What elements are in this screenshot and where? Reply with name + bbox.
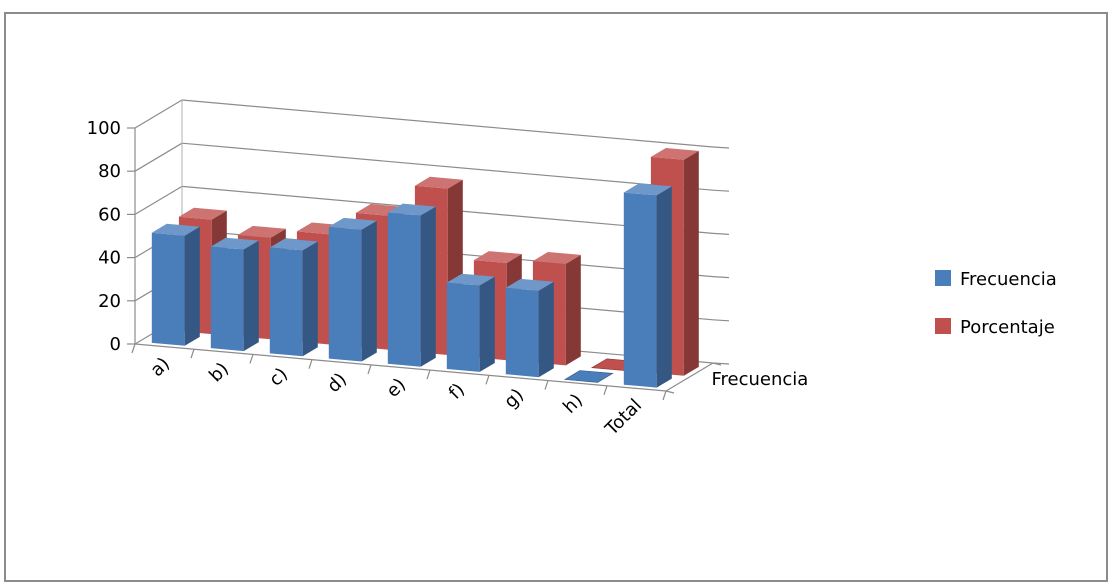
x-tick-mark: [249, 354, 254, 364]
bar: [328, 217, 377, 362]
x-tick-label: a): [146, 353, 174, 381]
x-tick-label: f): [445, 379, 469, 403]
depth-axis-line: [665, 362, 714, 392]
x-tick-label: e): [382, 374, 410, 402]
x-tick-mark: [662, 390, 667, 401]
bar-side: [538, 281, 554, 378]
bar-front: [151, 232, 185, 346]
depth-tick-mark: [712, 362, 722, 366]
right-tick-mark: [712, 319, 730, 322]
depth-axis: Frecuencia: [665, 362, 809, 394]
bar: [151, 223, 200, 346]
y-tick-label: 40: [98, 248, 121, 269]
bar-top: [151, 223, 200, 236]
x-tick-label: h): [559, 390, 587, 418]
bar-side: [243, 240, 259, 352]
y-axis-ticks: 0 20 40 60 80 100: [87, 118, 135, 355]
bar-side: [565, 254, 581, 366]
side-gridline: [134, 185, 183, 215]
depth-tick-mark: [665, 390, 675, 394]
bar: [446, 273, 495, 372]
x-axis-line: [134, 343, 667, 392]
x-tick-mark: [131, 343, 136, 354]
bar: [623, 183, 672, 388]
legend: Frecuencia Porcentaje: [935, 269, 1057, 338]
bar-side: [184, 226, 200, 346]
x-tick-mark: [485, 375, 490, 385]
right-tick-mark: [712, 189, 730, 192]
bar: [269, 238, 318, 357]
bar: [563, 370, 614, 383]
bar-top: [328, 217, 377, 230]
bar-top: [650, 148, 699, 160]
x-tick-mark: [544, 380, 549, 390]
bar-top: [269, 238, 318, 251]
x-tick-label: b): [205, 359, 233, 387]
bar-top: [505, 278, 554, 291]
bar-side: [420, 206, 436, 367]
right-tick-mark: [712, 276, 730, 279]
x-tick-label: g): [500, 385, 528, 413]
bar-front: [210, 246, 244, 352]
x-tick-mark: [367, 364, 372, 375]
bar: [387, 203, 436, 367]
bar-top: [178, 207, 227, 220]
legend-swatch: [935, 270, 951, 286]
bar-side: [302, 241, 318, 357]
bar-top: [623, 183, 672, 196]
side-gridline: [134, 99, 183, 129]
y-tick-label: 80: [98, 161, 121, 182]
x-tick-label: d): [323, 369, 351, 397]
x-tick-mark: [308, 359, 313, 369]
x-tick-mark: [426, 369, 431, 380]
bar-front: [623, 192, 657, 388]
right-tick-mark: [712, 232, 730, 235]
bar-front: [269, 247, 303, 357]
bar-top: [387, 203, 436, 216]
depth-axis-label: Frecuencia: [712, 369, 809, 390]
x-tick-mark: [603, 385, 608, 395]
bar: [505, 278, 554, 378]
bar-top: [414, 176, 463, 189]
legend-label: Frecuencia: [960, 269, 1057, 290]
bar-top: [210, 237, 259, 250]
y-tick-label: 100: [87, 118, 121, 139]
right-tick-mark: [712, 146, 730, 149]
bar-side: [683, 150, 699, 376]
bar-top: [532, 252, 581, 264]
bar-front: [328, 226, 362, 362]
gridline: [181, 142, 714, 191]
gridline: [181, 99, 714, 148]
x-tick-label: Total: [601, 395, 646, 440]
bar-front: [387, 212, 421, 367]
bar-top: [237, 225, 286, 238]
x-tick-label: c): [265, 364, 292, 391]
bar-top: [563, 370, 614, 383]
bar-side: [656, 186, 672, 388]
bar-top: [446, 273, 495, 286]
bar-front: [446, 282, 480, 372]
y-tick-label: 20: [98, 291, 121, 312]
legend-swatch: [935, 318, 951, 334]
bar-side: [479, 276, 495, 372]
y-tick-label: 0: [110, 334, 121, 355]
side-gridline: [134, 142, 183, 172]
bar-side: [361, 220, 377, 362]
x-tick-mark: [190, 349, 195, 359]
bar: [210, 237, 259, 352]
y-tick-label: 60: [98, 204, 121, 225]
legend-label: Porcentaje: [960, 317, 1055, 338]
bar-top: [473, 251, 522, 263]
bars: [151, 148, 699, 388]
bar-front: [505, 287, 539, 378]
